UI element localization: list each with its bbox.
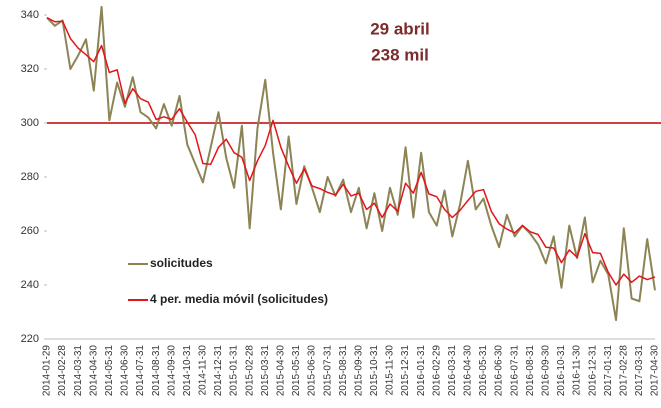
x-tick-label: 2015-10-31	[369, 345, 380, 397]
series-line	[46, 5, 656, 322]
x-tick-label: 2014-03-31	[73, 345, 84, 397]
y-tick-label: 320	[21, 63, 39, 75]
x-tick-label: 2014-12-31	[213, 345, 224, 397]
x-tick-label: 2014-06-30	[120, 345, 131, 397]
x-tick-label: 2014-08-31	[151, 345, 162, 397]
x-tick-label: 2015-11-30	[385, 345, 396, 396]
x-tick-label: 2015-12-31	[400, 345, 411, 397]
x-tick-label: 2016-06-30	[494, 345, 505, 397]
x-tick-label: 2015-08-31	[338, 345, 349, 397]
legend-label: 4 per. media móvil (solicitudes)	[150, 292, 328, 306]
x-tick-label: 2016-05-31	[478, 345, 489, 397]
y-tick-label: 220	[21, 333, 39, 345]
x-tick-label: 2016-11-30	[572, 345, 583, 396]
x-tick-label: 2016-08-31	[525, 345, 536, 397]
x-tick-label: 2014-05-31	[104, 345, 115, 397]
y-tick-label: 260	[21, 225, 39, 237]
x-tick-label: 2016-01-31	[416, 345, 427, 397]
y-tick-label: 300	[21, 117, 39, 129]
x-tick-label: 2014-01-29	[42, 345, 53, 397]
x-tick-label: 2014-02-28	[57, 345, 68, 397]
x-tick-label: 2015-09-30	[353, 345, 364, 397]
x-tick-label: 2016-02-29	[431, 345, 442, 397]
x-tick-label: 2014-11-30	[198, 345, 209, 396]
x-tick-label: 2015-03-31	[260, 345, 271, 397]
y-tick-label: 240	[21, 279, 39, 291]
x-tick-label: 2015-07-31	[322, 345, 333, 397]
x-tick-label: 2017-03-31	[634, 345, 645, 397]
y-tick-label: 340	[21, 9, 39, 21]
legend-label: solicitudes	[150, 256, 213, 270]
x-tick-label: 2017-02-28	[618, 345, 629, 397]
annotation: 29 abril	[370, 19, 430, 38]
x-tick-label: 2017-01-31	[603, 345, 614, 397]
x-tick-label: 2015-04-30	[275, 345, 286, 397]
x-tick-label: 2016-09-30	[541, 345, 552, 397]
x-tick-label: 2015-06-30	[307, 345, 318, 397]
x-tick-label: 2015-05-31	[291, 345, 302, 397]
x-tick-label: 2016-12-31	[587, 345, 598, 397]
x-tick-label: 2016-04-30	[463, 345, 474, 397]
x-tick-label: 2014-07-31	[135, 345, 146, 397]
x-tick-label: 2014-04-30	[88, 345, 99, 397]
annotation: 238 mil	[371, 45, 429, 64]
x-tick-label: 2016-07-31	[509, 345, 520, 397]
x-tick-label: 2014-09-30	[166, 345, 177, 397]
x-tick-label: 2016-03-31	[447, 345, 458, 397]
x-tick-label: 2016-10-31	[556, 345, 567, 397]
series-line	[46, 17, 656, 286]
x-tick-label: 2014-10-31	[182, 345, 193, 397]
x-tick-label: 2015-02-28	[244, 345, 255, 397]
y-tick-label: 280	[21, 171, 39, 183]
x-tick-label: 2017-04-30	[650, 345, 661, 397]
x-tick-label: 2015-01-31	[229, 345, 240, 397]
